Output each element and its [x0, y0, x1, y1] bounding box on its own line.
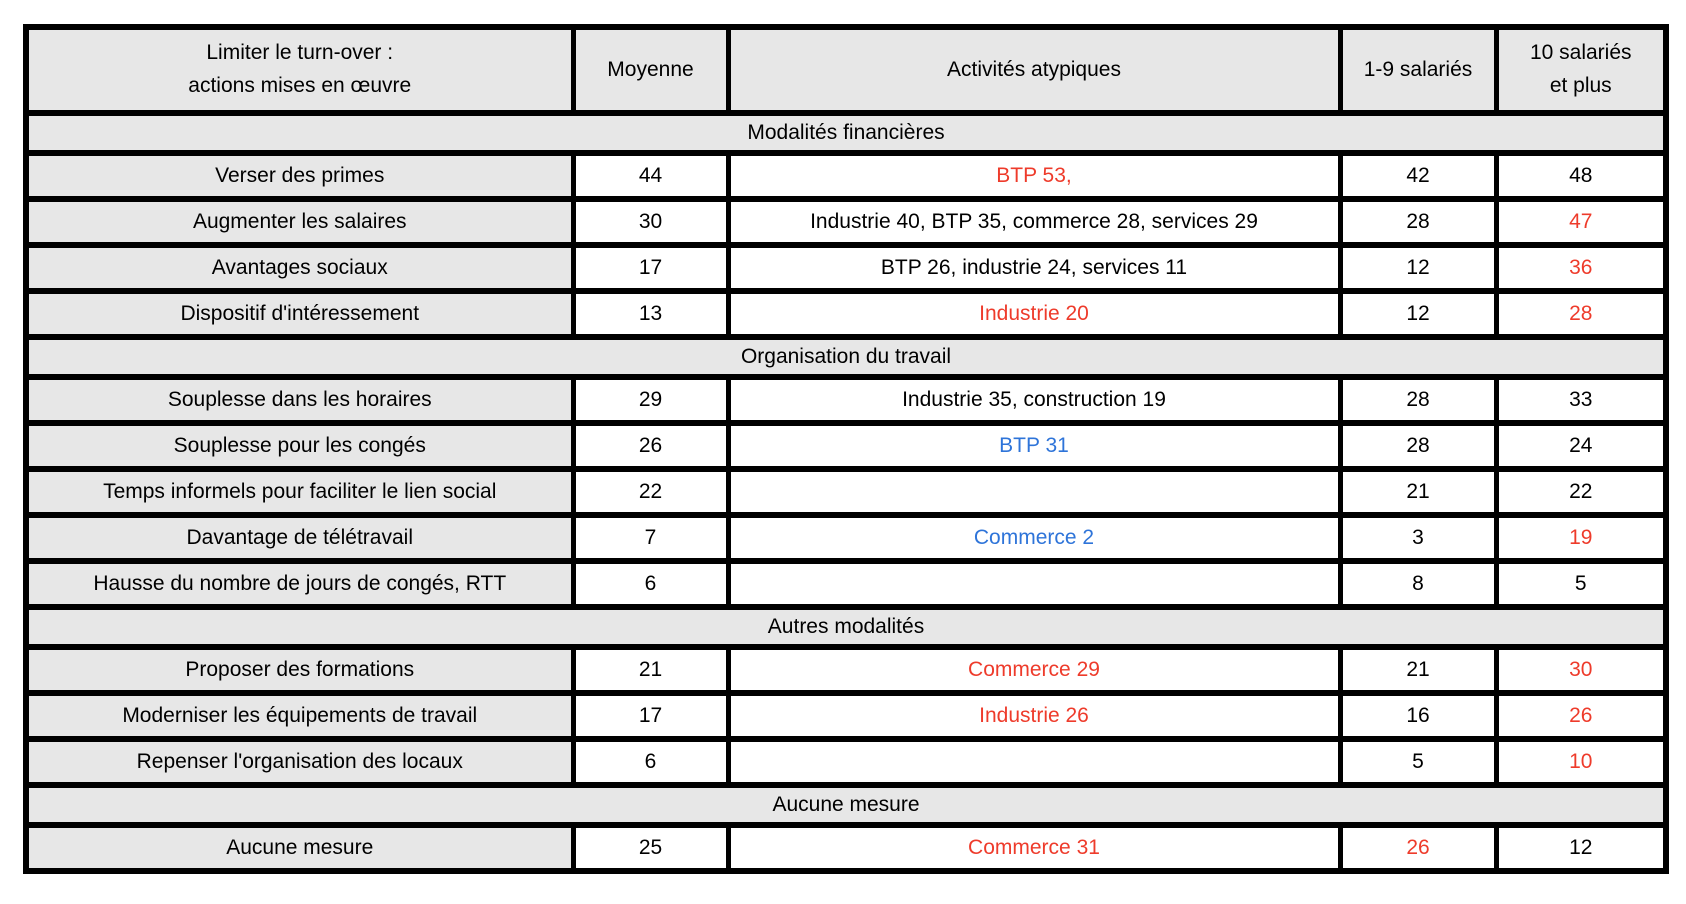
cell-10-salaries-et-plus: 10	[1493, 736, 1669, 788]
cell-10-salaries-et-plus: 30	[1493, 644, 1669, 696]
header-row: Limiter le turn-over : actions mises en …	[23, 24, 1669, 116]
action-label-cell: Aucune mesure	[23, 822, 576, 874]
table-row: Repenser l'organisation des locaux 6 5 10	[23, 736, 1669, 788]
activites-atypiques-cell: BTP 31	[725, 420, 1343, 472]
cell-10-salaries-et-plus: 36	[1493, 242, 1669, 294]
cell-10-salaries-et-plus: 28	[1493, 288, 1669, 340]
action-label-cell: Moderniser les équipements de travail	[23, 690, 576, 742]
table-row: Souplesse dans les horaires 29 Industrie 3…	[23, 374, 1669, 426]
turnover-actions-table: Limiter le turn-over : actions mises en …	[23, 24, 1669, 874]
cell-1-9-salaries: 26	[1337, 822, 1499, 874]
cell-1-9-salaries: 21	[1337, 466, 1499, 518]
section-band-title: Modalités financières	[23, 110, 1669, 156]
moyenne-cell: 6	[570, 736, 731, 788]
moyenne-cell: 25	[570, 822, 731, 874]
section-band-row: Aucune mesure	[23, 782, 1669, 828]
cell-1-9-salaries: 8	[1337, 558, 1499, 610]
table-row: Aucune mesure 25 Commerce 31 26 12	[23, 822, 1669, 874]
action-label-cell: Souplesse pour les congés	[23, 420, 576, 472]
cell-10-salaries-et-plus: 19	[1493, 512, 1669, 564]
moyenne-cell: 44	[570, 150, 731, 202]
activites-atypiques-cell: Industrie 26	[725, 690, 1343, 742]
activites-atypiques-cell: Commerce 2	[725, 512, 1343, 564]
action-label-cell: Hausse du nombre de jours de congés, RTT	[23, 558, 576, 610]
column-header-moyenne: Moyenne	[570, 24, 731, 116]
section-band-title: Autres modalités	[23, 604, 1669, 650]
activites-atypiques-cell	[725, 736, 1343, 788]
table-row: Dispositif d'intéressement 13 Industrie 20…	[23, 288, 1669, 340]
cell-1-9-salaries: 42	[1337, 150, 1499, 202]
moyenne-cell: 21	[570, 644, 731, 696]
cell-1-9-salaries: 16	[1337, 690, 1499, 742]
section-band-row: Autres modalités	[23, 604, 1669, 650]
activites-atypiques-cell: BTP 26, industrie 24, services 11	[725, 242, 1343, 294]
activites-atypiques-cell: Commerce 31	[725, 822, 1343, 874]
cell-10-salaries-et-plus: 48	[1493, 150, 1669, 202]
table-header: Limiter le turn-over : actions mises en …	[23, 24, 1669, 116]
cell-1-9-salaries: 3	[1337, 512, 1499, 564]
cell-10-salaries-et-plus: 24	[1493, 420, 1669, 472]
activites-atypiques-cell: Industrie 35, construction 19	[725, 374, 1343, 426]
cell-10-salaries-et-plus: 22	[1493, 466, 1669, 518]
moyenne-cell: 30	[570, 196, 731, 248]
cell-1-9-salaries: 28	[1337, 374, 1499, 426]
page: Limiter le turn-over : actions mises en …	[23, 24, 1669, 874]
moyenne-cell: 17	[570, 242, 731, 294]
activites-atypiques-cell: BTP 53,	[725, 150, 1343, 202]
action-label-cell: Avantages sociaux	[23, 242, 576, 294]
action-label-cell: Dispositif d'intéressement	[23, 288, 576, 340]
moyenne-cell: 29	[570, 374, 731, 426]
column-header-1-9-salaries: 1-9 salariés	[1337, 24, 1499, 116]
column-header-actions: Limiter le turn-over : actions mises en …	[23, 24, 576, 116]
cell-1-9-salaries: 28	[1337, 196, 1499, 248]
cell-10-salaries-et-plus: 47	[1493, 196, 1669, 248]
table-row: Souplesse pour les congés 26 BTP 31 28 24	[23, 420, 1669, 472]
cell-10-salaries-et-plus: 12	[1493, 822, 1669, 874]
table-row: Moderniser les équipements de travail 17 I…	[23, 690, 1669, 742]
moyenne-cell: 22	[570, 466, 731, 518]
cell-1-9-salaries: 12	[1337, 242, 1499, 294]
action-label-cell: Repenser l'organisation des locaux	[23, 736, 576, 788]
cell-10-salaries-et-plus: 26	[1493, 690, 1669, 742]
cell-1-9-salaries: 5	[1337, 736, 1499, 788]
cell-1-9-salaries: 12	[1337, 288, 1499, 340]
table-row: Davantage de télétravail 7 Commerce 2 3 19	[23, 512, 1669, 564]
table-row: Verser des primes 44 BTP 53, 42 48	[23, 150, 1669, 202]
table-row: Proposer des formations 21 Commerce 29 21 30	[23, 644, 1669, 696]
action-label-cell: Temps informels pour faciliter le lien s…	[23, 466, 576, 518]
action-label-cell: Souplesse dans les horaires	[23, 374, 576, 426]
section-band-row: Modalités financières	[23, 110, 1669, 156]
activites-atypiques-cell: Industrie 40, BTP 35, commerce 28, servi…	[725, 196, 1343, 248]
table-body: Modalités financières Verser des primes 44…	[23, 110, 1669, 874]
action-label-cell: Augmenter les salaires	[23, 196, 576, 248]
cell-10-salaries-et-plus: 33	[1493, 374, 1669, 426]
moyenne-cell: 6	[570, 558, 731, 610]
activites-atypiques-cell: Commerce 29	[725, 644, 1343, 696]
table-row: Augmenter les salaires 30 Industrie 40, BT…	[23, 196, 1669, 248]
cell-10-salaries-et-plus: 5	[1493, 558, 1669, 610]
table-row: Temps informels pour faciliter le lien s…	[23, 466, 1669, 518]
column-header-10-salaries-et-plus: 10 salariés et plus	[1493, 24, 1669, 116]
table-row: Hausse du nombre de jours de congés, RTT…	[23, 558, 1669, 610]
table-row: Avantages sociaux 17 BTP 26, industrie 24,…	[23, 242, 1669, 294]
action-label-cell: Proposer des formations	[23, 644, 576, 696]
section-band-row: Organisation du travail	[23, 334, 1669, 380]
moyenne-cell: 13	[570, 288, 731, 340]
activites-atypiques-cell: Industrie 20	[725, 288, 1343, 340]
action-label-cell: Verser des primes	[23, 150, 576, 202]
activites-atypiques-cell	[725, 466, 1343, 518]
activites-atypiques-cell	[725, 558, 1343, 610]
action-label-cell: Davantage de télétravail	[23, 512, 576, 564]
section-band-title: Organisation du travail	[23, 334, 1669, 380]
column-header-activites-atypiques: Activités atypiques	[725, 24, 1343, 116]
cell-1-9-salaries: 21	[1337, 644, 1499, 696]
moyenne-cell: 26	[570, 420, 731, 472]
moyenne-cell: 7	[570, 512, 731, 564]
moyenne-cell: 17	[570, 690, 731, 742]
cell-1-9-salaries: 28	[1337, 420, 1499, 472]
section-band-title: Aucune mesure	[23, 782, 1669, 828]
